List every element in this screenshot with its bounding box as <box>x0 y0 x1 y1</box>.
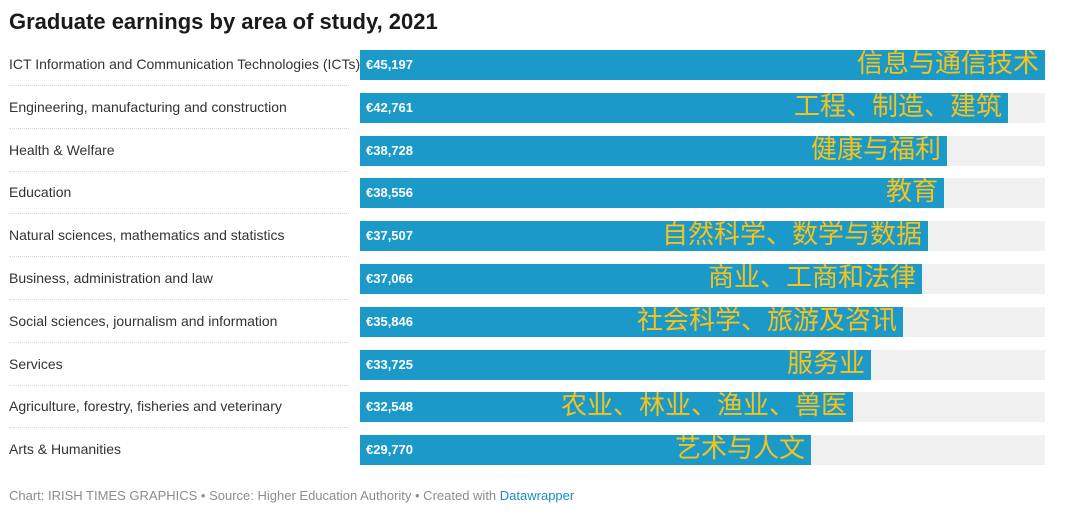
bar-annotation: 商业、工商和法律 <box>707 263 916 293</box>
bar-row: Arts & Humanities €29,770 艺术与人文 <box>0 428 1066 471</box>
bar-annotation: 自然科学、数学与数据 <box>661 220 922 251</box>
chart-footer: Chart: IRISH TIMES GRAPHICS • Source: Hi… <box>9 488 574 503</box>
bar-value-label: €32,548 <box>366 399 413 415</box>
row-separator <box>9 256 349 258</box>
row-separator <box>9 341 349 343</box>
bar-row: Social sciences, journalism and informat… <box>0 300 1066 343</box>
bar <box>360 50 1045 80</box>
category-label: Natural sciences, mathematics and statis… <box>9 227 285 244</box>
row-separator <box>9 127 349 129</box>
bar-value-label: €35,846 <box>366 313 413 329</box>
bar <box>360 178 944 209</box>
bar <box>360 221 928 252</box>
bar <box>360 349 871 380</box>
bar-annotation: 教育 <box>885 177 938 208</box>
chart-title: Graduate earnings by area of study, 2021 <box>9 9 438 34</box>
bar-row: ICT Information and Communication Techno… <box>0 43 1066 86</box>
bar-annotation: 社会科学、旅游及咨讯 <box>636 305 897 336</box>
bar-annotation: 健康与福利 <box>810 134 941 165</box>
bar-value-label: €37,066 <box>366 271 413 286</box>
bar <box>360 264 922 294</box>
bar <box>360 135 947 166</box>
row-separator <box>9 384 349 386</box>
bar-value-label: €42,761 <box>366 99 413 115</box>
row-separator <box>9 170 349 172</box>
category-label: Health & Welfare <box>9 141 115 158</box>
datawrapper-link[interactable]: Datawrapper <box>499 488 575 503</box>
row-separator <box>9 85 349 86</box>
category-label: Social sciences, journalism and informat… <box>9 312 278 329</box>
bar-annotation: 服务业 <box>786 348 865 379</box>
category-label: Engineering, manufacturing and construct… <box>9 98 287 115</box>
category-label: Business, administration and law <box>9 270 213 286</box>
category-label: Services <box>9 355 63 372</box>
bar-value-label: €33,725 <box>366 356 413 372</box>
bar-annotation: 艺术与人文 <box>674 434 805 465</box>
bar-row: Natural sciences, mathematics and statis… <box>0 214 1066 258</box>
category-label: ICT Information and Communication Techno… <box>9 56 361 72</box>
bar-annotation: 信息与通信技术 <box>856 49 1039 79</box>
bar <box>360 392 853 423</box>
bar-value-label: €29,770 <box>366 442 413 458</box>
row-separator <box>9 299 349 300</box>
bar-row: Health & Welfare €38,728 健康与福利 <box>0 129 1066 172</box>
category-label: Agriculture, forestry, fisheries and vet… <box>9 398 282 415</box>
bar-value-label: €38,728 <box>366 142 413 158</box>
bar-row: Business, administration and law €37,066 商… <box>0 257 1066 300</box>
category-label: Arts & Humanities <box>9 441 122 458</box>
bar-value-label: €45,197 <box>366 57 413 72</box>
bar-value-label: €37,507 <box>366 228 413 244</box>
row-separator <box>9 427 349 429</box>
bar <box>360 435 811 466</box>
bar-row: Engineering, manufacturing and construct… <box>0 86 1066 129</box>
footer-credits: Chart: IRISH TIMES GRAPHICS • Source: Hi… <box>9 488 500 503</box>
bar-value-label: €38,556 <box>366 185 413 201</box>
row-separator <box>9 213 349 215</box>
bar <box>360 92 1008 123</box>
bar <box>360 306 903 337</box>
bar-annotation: 工程、制造、建筑 <box>793 91 1002 122</box>
bar-row: Agriculture, forestry, fisheries and vet… <box>0 385 1066 429</box>
bar-row: Services €33,725 服务业 <box>0 343 1066 386</box>
bar-row: Education €38,556 教育 <box>0 171 1066 215</box>
category-label: Education <box>9 184 72 201</box>
bar-annotation: 农业、林业、渔业、兽医 <box>560 391 847 422</box>
